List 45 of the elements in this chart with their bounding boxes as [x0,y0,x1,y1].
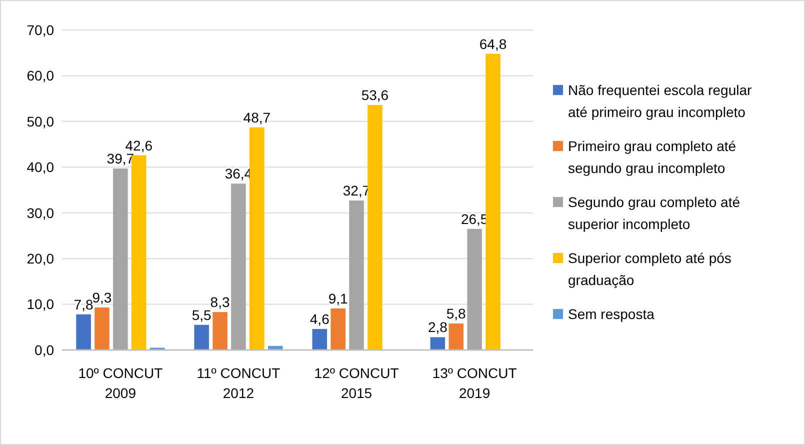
y-tick-label: 70,0 [26,22,54,38]
bar [448,323,464,350]
data-label: 8,3 [210,294,230,310]
bar [94,307,110,350]
legend-label: Primeiro grau completo até segundo grau incompleto [568,138,736,176]
data-label: 64,8 [479,36,507,52]
data-label: 9,3 [92,289,112,306]
bar [250,127,264,350]
bar [467,228,482,350]
bar [486,54,500,350]
y-tick-label: 40,0 [26,159,54,176]
bar [330,308,346,350]
x-tick-label: 10º CONCUT 2009 [78,365,164,401]
bar [368,104,382,350]
bar [194,324,209,350]
y-tick-label: 50,0 [26,113,54,130]
data-label: 2,8 [428,319,448,336]
bar [76,314,91,350]
bar [349,200,364,350]
bar [231,184,246,350]
data-label: 9,1 [328,290,348,306]
bar [312,328,328,350]
data-label: 4,6 [310,310,330,327]
y-tick-label: 10,0 [26,296,54,312]
bar [430,337,446,350]
data-label: 5,8 [446,305,466,322]
legend-label: Superior completo até pós graduação [568,250,732,288]
legend-label: Segundo grau completo até superior incompleto [568,194,740,232]
x-tick-label: 13º CONCUT 2019 [432,365,518,401]
legend-label: Sem resposta [568,306,655,322]
data-label: 48,7 [243,109,271,126]
y-tick-label: 60,0 [26,68,54,84]
y-tick-label: 20,0 [26,250,54,266]
data-label: 42,6 [125,137,153,154]
legend-label: Não frequentei escola regular até primeiro grau incompleto [568,82,752,120]
x-tick-label: 12º CONCUT 2015 [314,365,400,401]
y-tick-label: 0,0 [34,342,54,358]
x-tick-label: 11º CONCUT 2012 [196,365,281,401]
data-label: 7,8 [74,296,94,312]
data-label: 53,6 [361,86,389,103]
bar [212,312,228,350]
y-tick-label: 30,0 [26,204,54,221]
data-label: 5,5 [192,306,212,323]
bar [132,155,146,350]
bar [113,168,128,350]
